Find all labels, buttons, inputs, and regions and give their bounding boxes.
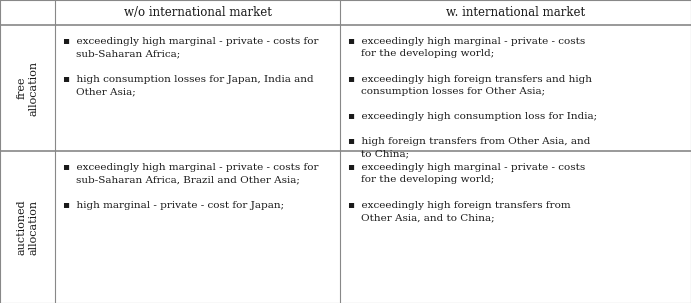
Text: auctioned
allocation: auctioned allocation — [17, 199, 38, 255]
Text: ▪  exceedingly high marginal - private - costs for
    sub-Saharan Africa, Brazi: ▪ exceedingly high marginal - private - … — [63, 163, 319, 209]
Text: ▪  exceedingly high marginal - private - costs for
    sub-Saharan Africa;

▪  h: ▪ exceedingly high marginal - private - … — [63, 37, 319, 96]
Text: w/o international market: w/o international market — [124, 6, 272, 19]
Text: ▪  exceedingly high marginal - private - costs
    for the developing world;

▪ : ▪ exceedingly high marginal - private - … — [348, 163, 585, 222]
Text: free
allocation: free allocation — [17, 60, 38, 115]
Text: ▪  exceedingly high marginal - private - costs
    for the developing world;

▪ : ▪ exceedingly high marginal - private - … — [348, 37, 597, 158]
Text: w. international market: w. international market — [446, 6, 585, 19]
